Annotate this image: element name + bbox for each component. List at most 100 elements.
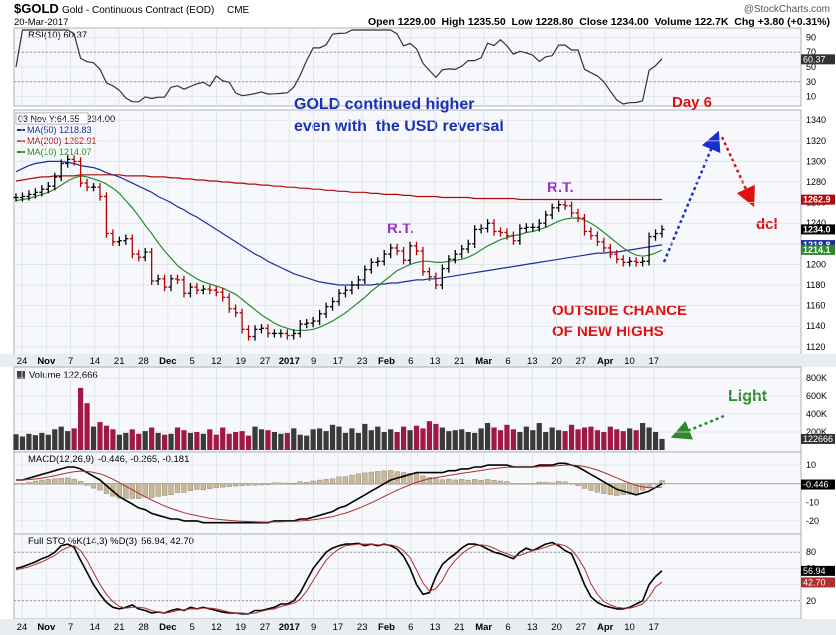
volume-bar xyxy=(601,432,607,450)
x-tick-label-top: Dec xyxy=(159,356,176,367)
macd-legend: MACD(12,26,9) -0.446, -0.265, -0.181 xyxy=(28,454,189,465)
x-tick-label-bottom: 13 xyxy=(527,622,538,633)
x-tick-label-bottom: 6 xyxy=(408,622,413,633)
macd-tick-label: 10 xyxy=(806,460,816,470)
ma10-line xyxy=(15,175,663,331)
volume-bar xyxy=(420,428,426,450)
x-tick-label-top: 12 xyxy=(211,356,222,367)
macd-histogram-bar xyxy=(291,483,297,485)
macd-histogram-bar xyxy=(594,483,601,493)
volume-bar xyxy=(484,423,491,450)
macd-histogram-bar xyxy=(510,483,517,485)
sto-k-value-label: 56.94 xyxy=(803,566,826,576)
price-tick-label: 1200 xyxy=(806,259,826,269)
macd-histogram-bar xyxy=(439,479,445,485)
macd-histogram-bar xyxy=(71,478,77,485)
x-tick-label-bottom: 12 xyxy=(211,622,222,633)
rsi-tick-label: 70 xyxy=(806,47,816,57)
volume-bar xyxy=(310,429,316,450)
macd-histogram-bar xyxy=(65,477,71,485)
x-tick-label-bottom: Nov xyxy=(37,622,56,633)
volume-bar xyxy=(233,432,239,450)
macd-histogram-bar xyxy=(543,482,549,485)
volume-bar xyxy=(297,434,303,450)
macd-histogram-bar xyxy=(627,483,633,495)
last-price-value-box xyxy=(801,224,835,235)
watermark: @StockCharts.com xyxy=(744,4,830,15)
macd-histogram-bar xyxy=(297,481,303,485)
macd-histogram-bar xyxy=(155,483,161,497)
ma10-value-label: 1214.1 xyxy=(803,245,831,255)
annotation-title-line1: GOLD continued higher xyxy=(294,96,474,113)
volume-bar xyxy=(123,432,129,450)
volume-bar xyxy=(239,431,245,450)
x-tick-label-top: Nov xyxy=(37,356,56,367)
x-tick-label-top: 28 xyxy=(138,356,149,367)
volume-bar xyxy=(155,432,161,450)
volume-bar xyxy=(375,426,381,450)
volume-bar xyxy=(459,429,465,450)
volume-bar xyxy=(304,435,310,450)
macd-histogram-bar xyxy=(233,483,239,487)
macd-histogram-bar xyxy=(375,471,381,485)
macd-histogram-bar xyxy=(32,480,38,485)
volume-bar xyxy=(129,429,135,450)
macd-histogram-bar xyxy=(342,476,349,485)
macd-histogram-bar xyxy=(368,471,374,485)
macd-histogram-bar xyxy=(284,482,290,485)
volume-bar xyxy=(607,426,613,450)
ma200-line xyxy=(15,174,662,201)
volume-bar xyxy=(52,429,58,450)
volume-bar xyxy=(530,430,536,450)
price-tick-label: 1320 xyxy=(806,136,826,146)
ma50-legend: MA(50) 1218.83 xyxy=(27,125,92,135)
x-tick-label-top: 6 xyxy=(408,356,413,367)
volume-bar xyxy=(349,428,355,450)
x-tick-label-top: 21 xyxy=(454,356,465,367)
volume-bar xyxy=(200,433,206,450)
x-tick-label-top: 13 xyxy=(430,356,441,367)
volume-tick-label: 600K xyxy=(806,391,827,401)
macd-histogram-bar xyxy=(536,481,542,485)
macd-histogram-bar xyxy=(226,483,232,487)
volume-bar xyxy=(659,438,665,450)
macd-histogram-bar xyxy=(13,483,19,485)
volume-bar xyxy=(491,427,497,450)
macd-histogram-bar xyxy=(136,483,142,499)
annotation-outside-2: OF NEW HIGHS xyxy=(552,323,664,340)
macd-histogram-bar xyxy=(271,482,278,485)
macd-histogram-bar xyxy=(239,483,245,486)
macd-histogram-bar xyxy=(258,483,265,486)
volume-bar xyxy=(174,427,181,450)
macd-histogram-bar xyxy=(362,472,368,485)
macd-histogram-bar xyxy=(304,481,310,485)
macd-histogram-bar xyxy=(472,479,478,485)
volume-bar xyxy=(614,429,620,450)
volume-bar xyxy=(317,428,323,450)
volume-bar xyxy=(342,432,349,450)
x-tick-label-top: 10 xyxy=(624,356,635,367)
volume-bar xyxy=(452,430,458,450)
volume-bar xyxy=(549,427,555,450)
last-price-value-label: 1234.0 xyxy=(803,224,831,234)
volume-bar xyxy=(97,422,103,450)
x-tick-label-bottom: 6 xyxy=(505,622,510,633)
macd-histogram-bar xyxy=(459,479,465,485)
volume-bar xyxy=(110,429,116,450)
volume-bar xyxy=(194,432,200,450)
macd-value-box xyxy=(801,479,835,490)
volume-bar xyxy=(413,425,420,450)
volume-bar xyxy=(439,427,445,450)
x-tick-label-bottom: 27 xyxy=(576,622,587,633)
volume-bar xyxy=(517,432,523,450)
macd-histogram-bar xyxy=(517,483,523,485)
macd-histogram-bar xyxy=(174,483,181,493)
volume-bar xyxy=(323,431,329,450)
volume-bar xyxy=(187,432,194,450)
macd-histogram-bar xyxy=(207,483,213,489)
macd-histogram-bar xyxy=(646,483,652,488)
chart-instrument-name: Gold - Continuous Contract (EOD) xyxy=(62,5,214,16)
sto-tick-label: 20 xyxy=(806,596,816,606)
macd-legend-name: MACD(12,26,9) xyxy=(28,454,94,465)
